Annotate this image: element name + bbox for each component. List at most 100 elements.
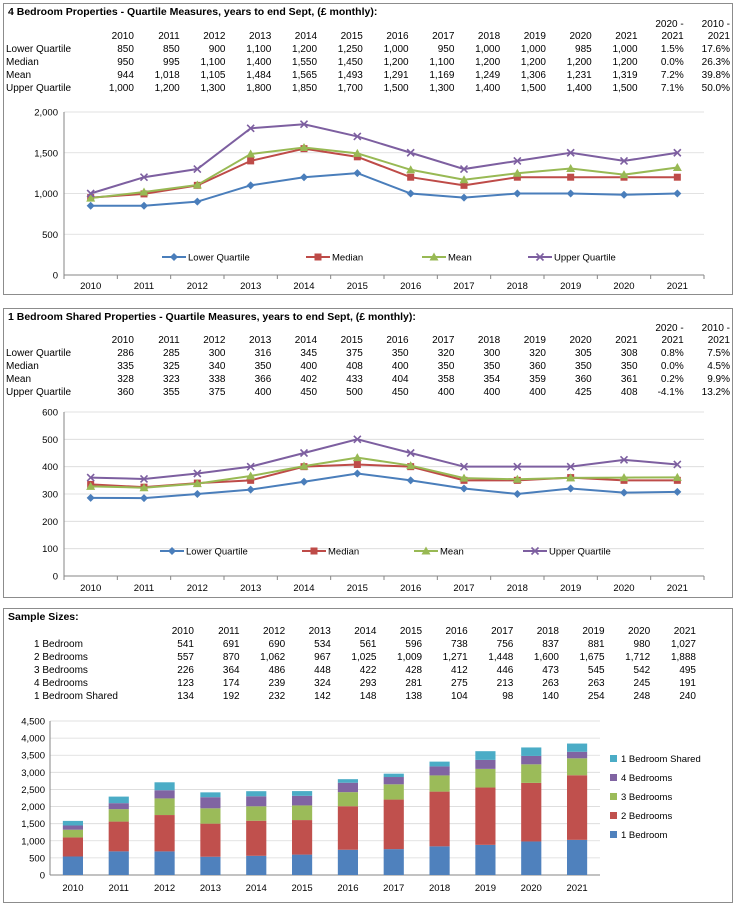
legend-marker [314,253,322,261]
table-cell: 1,319 [612,70,638,81]
bar-segment-3-bedrooms [521,764,542,783]
table-cell: 1,450 [337,57,363,68]
legend-item: Lower Quartile [162,253,250,264]
x-tick-label: 2017 [453,281,474,292]
legend-marker [310,547,318,555]
table-cell: 400 [391,361,409,372]
year-header: 2013 [249,335,272,346]
data-point [513,156,522,165]
table-cell: 1,100 [429,57,455,68]
table-cell: 1,448 [488,652,514,663]
table-cell: 335 [117,361,134,372]
x-tick-label: 2021 [667,583,688,594]
row-label: Upper Quartile [6,83,72,94]
table-cell: 1,169 [429,70,455,81]
data-point [513,189,522,198]
bar-segment-2-bedrooms [154,815,175,852]
year-header: 2011 [158,335,180,346]
bar-segment-2-bedrooms [475,787,496,845]
table-cell: 412 [451,665,468,676]
series-mean [86,453,682,492]
table-cell: 837 [542,639,559,650]
legend: Lower Quartile Median Mean Upper Quartile [160,546,611,558]
year-header: 2012 [203,31,226,42]
table-cell: 1,675 [579,652,605,663]
table-cell: 340 [208,361,226,372]
data-point [620,488,628,497]
table-cell: 1,493 [337,70,363,81]
legend-item: 1 Bedroom Shared [610,754,701,765]
bar-segment-2-bedrooms [246,820,267,856]
change-header-line: 2010 - [701,323,730,334]
data-point [406,189,415,198]
table-row: Mean 328 323 338 366 402 433 404 358 354 359 360 361… [6,373,730,386]
data-point [300,173,308,182]
legend-item: Median [306,253,363,264]
row-label: Mean [6,70,32,81]
legend-swatch [610,755,617,762]
data-point [459,462,469,471]
data-point [353,435,362,444]
bar-segment-4-bedrooms [567,751,588,759]
table-cell: 428 [405,665,423,676]
bar-segment-1-bedroom [475,844,496,875]
data-point [566,148,575,157]
data-point [352,148,362,157]
table-cell: 967 [314,652,331,663]
change-cell: 1.5% [660,44,684,55]
table-cell: 1,712 [625,652,651,663]
data-point [299,448,309,458]
row-label: 4 Bedrooms [34,678,88,689]
panel-title: Sample Sizes: [8,611,79,623]
table-cell: 1,200 [612,57,638,68]
data-point [513,490,522,498]
year-header: 2010 [111,335,134,346]
data-point [86,473,95,482]
bar-segment-4-bedrooms [475,759,496,769]
table-cell: 1,200 [475,57,501,68]
data-point [353,132,362,141]
y-tick-label: 100 [42,544,58,555]
table-cell: 1,250 [337,44,363,55]
year-header: 2017 [491,626,514,637]
table-cell: 541 [177,639,194,650]
data-point [353,469,362,478]
bar-segment-3-bedrooms [475,768,496,788]
panel-4-bedroom: 4 Bedroom Properties - Quartile Measures… [3,3,733,295]
x-tick-label: 2018 [507,583,528,594]
bar-segment-1-bedroom-shared [246,791,267,797]
data-point [673,148,682,157]
table-cell: 1,800 [246,83,272,94]
table-cell: 690 [268,639,286,650]
legend-label: 2 Bedrooms [621,811,672,822]
table-cell: 240 [679,691,696,702]
header-blank [6,19,88,43]
x-tick-label: 2019 [560,583,581,594]
change-header-line: 2010 - [701,19,730,30]
bar-segment-1-bedroom [108,851,129,875]
bar-segment-1-bedroom-shared [337,779,358,783]
table-cell: 1,200 [520,57,546,68]
table-cell: 1,200 [154,83,180,94]
table-row: Upper Quartile 1,000 1,200 1,300 1,800 1,850 1… [6,82,730,95]
bar-segment-4-bedrooms [108,803,129,810]
table-cell: 300 [483,348,501,359]
table-cell: 360 [529,361,546,372]
y-tick-label: 600 [42,408,58,419]
table-cell: 254 [587,691,605,702]
data-point [566,462,575,471]
data-point [406,148,415,157]
legend-label: Lower Quartile [188,253,250,264]
table-cell: 1,484 [246,70,272,81]
change-cell: -4.1% [657,387,684,398]
data-point [352,453,362,462]
x-tick-label: 2015 [347,583,368,594]
bar-segment-4-bedrooms [62,825,83,830]
row-label: Lower Quartile [6,44,72,55]
year-header: 2021 [673,626,696,637]
legend-item: Mean [422,252,472,264]
table-cell: 286 [117,348,134,359]
table-cell: 275 [451,678,468,689]
y-tick-label: 1,500 [21,819,45,830]
data-point [246,471,256,480]
